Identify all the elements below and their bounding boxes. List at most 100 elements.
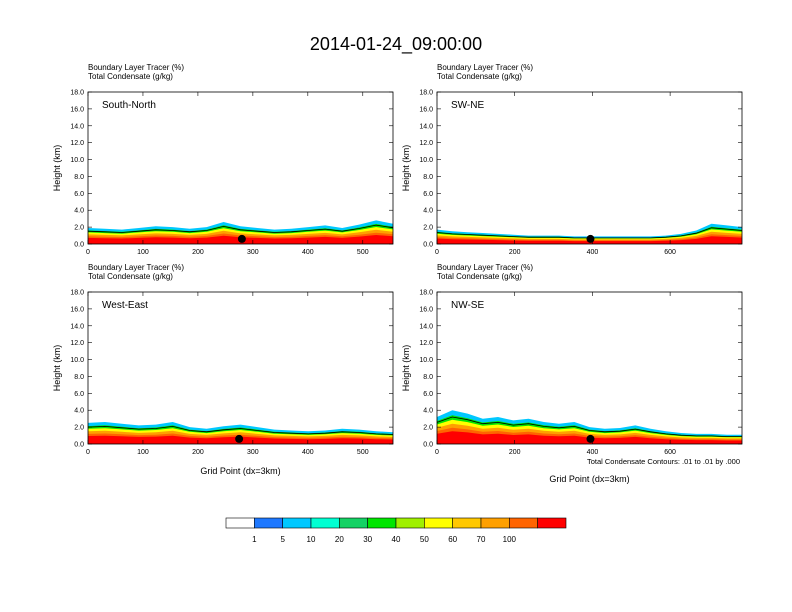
y-tick-label: 12.0	[70, 340, 84, 347]
panel-subtitle: Total Condensate (g/kg)	[88, 272, 173, 281]
x-tick-label: 600	[664, 249, 676, 256]
x-tick-label: 400	[302, 249, 314, 256]
x-tick-label: 200	[509, 449, 521, 456]
x-tick-label: 200	[192, 249, 204, 256]
location-marker	[235, 434, 244, 443]
panel-subtitle: Total Condensate (g/kg)	[88, 72, 173, 81]
y-tick-label: 12.0	[419, 140, 433, 147]
y-tick-label: 2.0	[74, 425, 84, 432]
y-tick-label: 16.0	[419, 306, 433, 313]
y-tick-label: 12.0	[419, 340, 433, 347]
figure-title: 2014-01-24_09:00:00	[310, 34, 482, 55]
y-tick-label: 0.0	[423, 242, 433, 249]
x-tick-label: 0	[86, 449, 90, 456]
y-tick-label: 12.0	[70, 140, 84, 147]
panel-4: Boundary Layer Tracer (%)Total Condensat…	[401, 263, 743, 484]
x-tick-label: 500	[357, 249, 369, 256]
y-tick-label: 14.0	[70, 323, 84, 330]
x-tick-label: 300	[247, 449, 259, 456]
colorbar-label: 5	[280, 535, 285, 544]
y-tick-label: 0.0	[74, 442, 84, 449]
y-tick-label: 16.0	[70, 106, 84, 113]
colorbar-label: 50	[420, 535, 429, 544]
plot-frame	[87, 91, 394, 245]
colorbar-swatch	[254, 517, 283, 529]
x-tick-label: 300	[247, 249, 259, 256]
y-tick-label: 8.0	[74, 174, 84, 181]
y-tick-label: 16.0	[70, 306, 84, 313]
x-tick-label: 100	[137, 449, 149, 456]
x-tick-label: 600	[664, 449, 676, 456]
y-tick-label: 2.0	[423, 225, 433, 232]
x-tick-label: 400	[302, 449, 314, 456]
y-tick-label: 6.0	[423, 191, 433, 198]
y-axis-label: Height (km)	[401, 145, 411, 192]
panel-2: Boundary Layer Tracer (%)Total Condensat…	[401, 63, 743, 256]
y-tick-label: 4.0	[423, 408, 433, 415]
y-axis-label: Height (km)	[52, 145, 62, 192]
colorbar-label: 1	[252, 535, 257, 544]
x-tick-label: 0	[435, 249, 439, 256]
y-tick-label: 14.0	[419, 123, 433, 130]
colorbar-label: 100	[503, 535, 517, 544]
panels: Boundary Layer Tracer (%)Total Condensat…	[52, 63, 743, 484]
colorbar-swatch	[452, 517, 482, 529]
y-tick-label: 10.0	[70, 157, 84, 164]
x-tick-label: 500	[357, 449, 369, 456]
colorbar-swatch	[225, 517, 255, 529]
y-tick-label: 8.0	[423, 174, 433, 181]
y-tick-label: 18.0	[419, 90, 433, 97]
location-marker	[237, 234, 246, 243]
condensate-contour	[87, 224, 394, 233]
x-tick-label: 0	[435, 449, 439, 456]
y-tick-label: 18.0	[419, 290, 433, 297]
colorbar-swatch	[282, 517, 312, 529]
plot-frame	[436, 291, 743, 445]
x-axis-label: Grid Point (dx=3km)	[549, 474, 629, 484]
x-tick-label: 400	[587, 449, 599, 456]
y-tick-label: 8.0	[74, 374, 84, 381]
x-tick-label: 400	[587, 249, 599, 256]
x-tick-label: 0	[86, 249, 90, 256]
colorbar-label: 10	[307, 535, 316, 544]
y-tick-label: 8.0	[423, 374, 433, 381]
panel-1: Boundary Layer Tracer (%)Total Condensat…	[52, 63, 394, 256]
panel-label: South-North	[102, 100, 156, 111]
panel-label: SW-NE	[451, 100, 484, 111]
colorbar-swatch	[509, 517, 538, 529]
y-tick-label: 14.0	[419, 323, 433, 330]
panel-subtitle: Boundary Layer Tracer (%)	[437, 63, 533, 72]
colorbar-swatch	[339, 517, 368, 529]
location-marker	[586, 234, 595, 243]
colorbar-swatch	[424, 517, 453, 529]
colorbar-swatch	[480, 517, 510, 529]
panel-label: West-East	[102, 300, 148, 311]
x-tick-label: 100	[137, 249, 149, 256]
x-tick-label: 200	[509, 249, 521, 256]
x-axis-label: Grid Point (dx=3km)	[200, 466, 280, 476]
contour-footnote: Total Condensate Contours: .01 to .01 by…	[587, 457, 740, 466]
colorbar-swatch	[537, 517, 567, 529]
y-tick-label: 0.0	[74, 242, 84, 249]
panel-subtitle: Boundary Layer Tracer (%)	[88, 263, 184, 272]
panel-subtitle: Boundary Layer Tracer (%)	[437, 263, 533, 272]
y-tick-label: 4.0	[74, 208, 84, 215]
colorbar-label: 70	[477, 535, 486, 544]
colorbar-swatch	[367, 517, 397, 529]
panel-subtitle: Boundary Layer Tracer (%)	[88, 63, 184, 72]
y-axis-label: Height (km)	[401, 345, 411, 392]
y-tick-label: 0.0	[423, 442, 433, 449]
plot-frame	[87, 291, 394, 445]
y-tick-label: 16.0	[419, 106, 433, 113]
panel-subtitle: Total Condensate (g/kg)	[437, 72, 522, 81]
panel-label: NW-SE	[451, 300, 484, 311]
plot-frame	[436, 91, 743, 245]
location-marker	[586, 434, 595, 443]
y-tick-label: 10.0	[419, 157, 433, 164]
y-tick-label: 10.0	[419, 357, 433, 364]
panel-subtitle: Total Condensate (g/kg)	[437, 272, 522, 281]
y-tick-label: 18.0	[70, 290, 84, 297]
colorbar-swatch	[395, 517, 425, 529]
colorbar-label: 20	[335, 535, 344, 544]
